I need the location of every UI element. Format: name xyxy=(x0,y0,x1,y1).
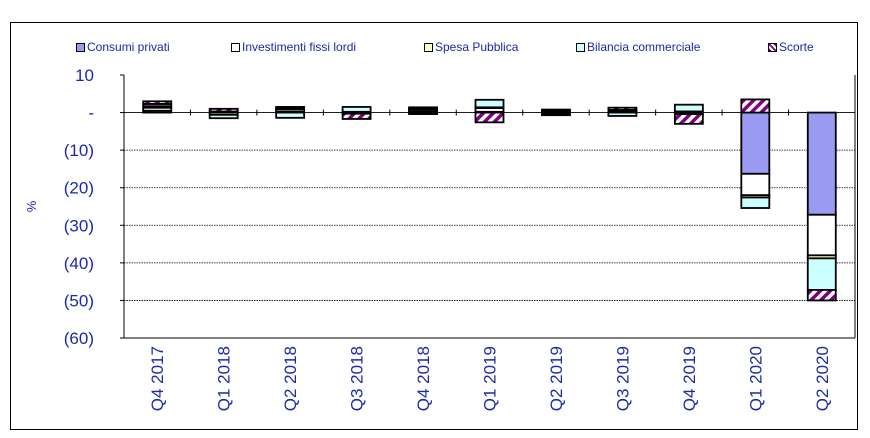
y-tick-label: - xyxy=(88,104,94,123)
bar-segment xyxy=(208,113,239,120)
legend-swatch xyxy=(424,42,433,52)
x-tick-label: Q4 2019 xyxy=(680,346,699,411)
bar-segment xyxy=(208,107,239,113)
x-tick-label: Q2 2018 xyxy=(281,346,300,411)
y-tick-label: 10 xyxy=(75,66,94,85)
legend-item: Bilancia commerciale xyxy=(576,40,700,54)
bar-segment xyxy=(474,98,505,109)
y-tick-label: (40) xyxy=(64,254,94,273)
bar-segment xyxy=(740,111,771,175)
bar-segment xyxy=(607,106,638,111)
legend-swatch xyxy=(231,42,240,52)
y-tick-label: (30) xyxy=(64,216,94,235)
bar-segment xyxy=(474,111,505,124)
legend-item: Consumi privati xyxy=(76,40,170,54)
x-tick-label: Q1 2020 xyxy=(746,346,765,411)
legend-label: Scorte xyxy=(779,40,814,54)
bar-segment xyxy=(806,257,837,291)
bar-segment xyxy=(607,111,638,117)
y-tick-label: (20) xyxy=(64,179,94,198)
x-tick-label: Q2 2019 xyxy=(547,346,566,411)
legend-label: Investimenti fissi lordi xyxy=(242,40,357,54)
bar-segment xyxy=(740,196,771,209)
bar-segment xyxy=(341,106,372,113)
axis-labels: 10 - (10) (20) (30) (40) (50) (60)% Q4 2017 Q1 20… xyxy=(24,66,832,411)
legend-item: Investimenti fissi lordi xyxy=(231,40,356,54)
x-tick-label: Q3 2019 xyxy=(613,346,632,411)
x-tick-label: Q4 2017 xyxy=(148,346,167,411)
x-tick-label: Q1 2018 xyxy=(215,346,234,411)
y-axis-title: % xyxy=(24,200,39,212)
bar-segment xyxy=(673,103,704,113)
legend-item: Scorte xyxy=(768,40,814,54)
bar-segment xyxy=(673,113,704,125)
x-tick-label: Q4 2018 xyxy=(414,346,433,411)
y-tick-label: (50) xyxy=(64,291,94,310)
bar-segment xyxy=(341,112,372,120)
bars xyxy=(142,98,837,302)
bar-segment xyxy=(806,289,837,302)
x-tick-label: Q1 2019 xyxy=(481,346,500,411)
chart-frame xyxy=(10,22,858,430)
legend-label: Bilancia commerciale xyxy=(587,40,701,54)
legend-label: Spesa Pubblica xyxy=(435,40,519,54)
legend-swatch xyxy=(576,42,585,52)
bar-segment xyxy=(275,106,306,110)
legend-label: Consumi privati xyxy=(87,40,170,54)
legend-swatch xyxy=(768,42,777,52)
legend: Consumi privati Investimenti fissi lordi S… xyxy=(0,40,870,54)
bar-segment xyxy=(275,111,306,119)
y-tick-label: (60) xyxy=(64,329,94,348)
bar-segment xyxy=(408,111,438,115)
legend-item: Spesa Pubblica xyxy=(424,40,518,54)
bar-segment xyxy=(806,111,837,216)
x-tick-label: Q2 2020 xyxy=(813,346,832,411)
bar-segment xyxy=(740,172,771,197)
bar-segment xyxy=(408,106,438,110)
legend-swatch xyxy=(76,42,85,52)
x-tick-label: Q3 2018 xyxy=(348,346,367,411)
bar-segment xyxy=(142,100,173,105)
y-tick-label: (10) xyxy=(64,141,94,160)
bar-segment xyxy=(541,113,571,117)
bar-segment xyxy=(541,108,571,112)
bar-segment xyxy=(740,98,771,114)
axes xyxy=(120,74,856,339)
bar-segment xyxy=(806,213,837,257)
